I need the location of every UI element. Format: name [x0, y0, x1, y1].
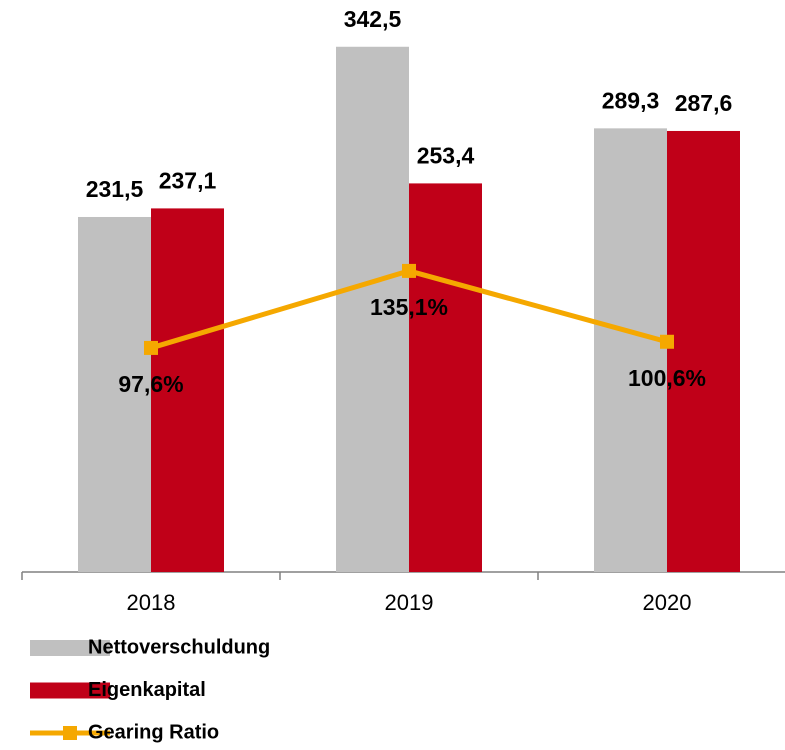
data-label: 342,5	[344, 6, 402, 32]
legend-label: Eigenkapital	[88, 679, 206, 701]
data-label: 135,1%	[370, 294, 448, 320]
data-label: 289,3	[602, 87, 660, 113]
legend-label: Gearing Ratio	[88, 721, 219, 743]
bar	[336, 46, 409, 573]
x-tick-label: 2019	[385, 590, 434, 615]
bar	[78, 216, 151, 573]
legend-label: Nettoverschuldung	[88, 636, 270, 658]
x-tick-label: 2020	[643, 590, 692, 615]
legend-swatch	[30, 682, 110, 699]
bar	[409, 183, 482, 573]
data-label: 253,4	[417, 142, 475, 168]
line-marker	[402, 263, 416, 278]
data-label: 237,1	[159, 167, 217, 193]
data-label: 97,6%	[118, 371, 183, 397]
bar	[594, 128, 667, 572]
legend-swatch	[30, 640, 110, 656]
data-label: 231,5	[86, 176, 144, 202]
data-label: 287,6	[675, 90, 733, 116]
data-label: 100,6%	[628, 365, 706, 391]
legend-swatch	[63, 726, 77, 740]
bar	[667, 130, 740, 573]
line-marker	[660, 334, 674, 349]
x-tick-label: 2018	[127, 590, 176, 615]
line-marker	[144, 340, 158, 355]
bar	[151, 208, 224, 572]
